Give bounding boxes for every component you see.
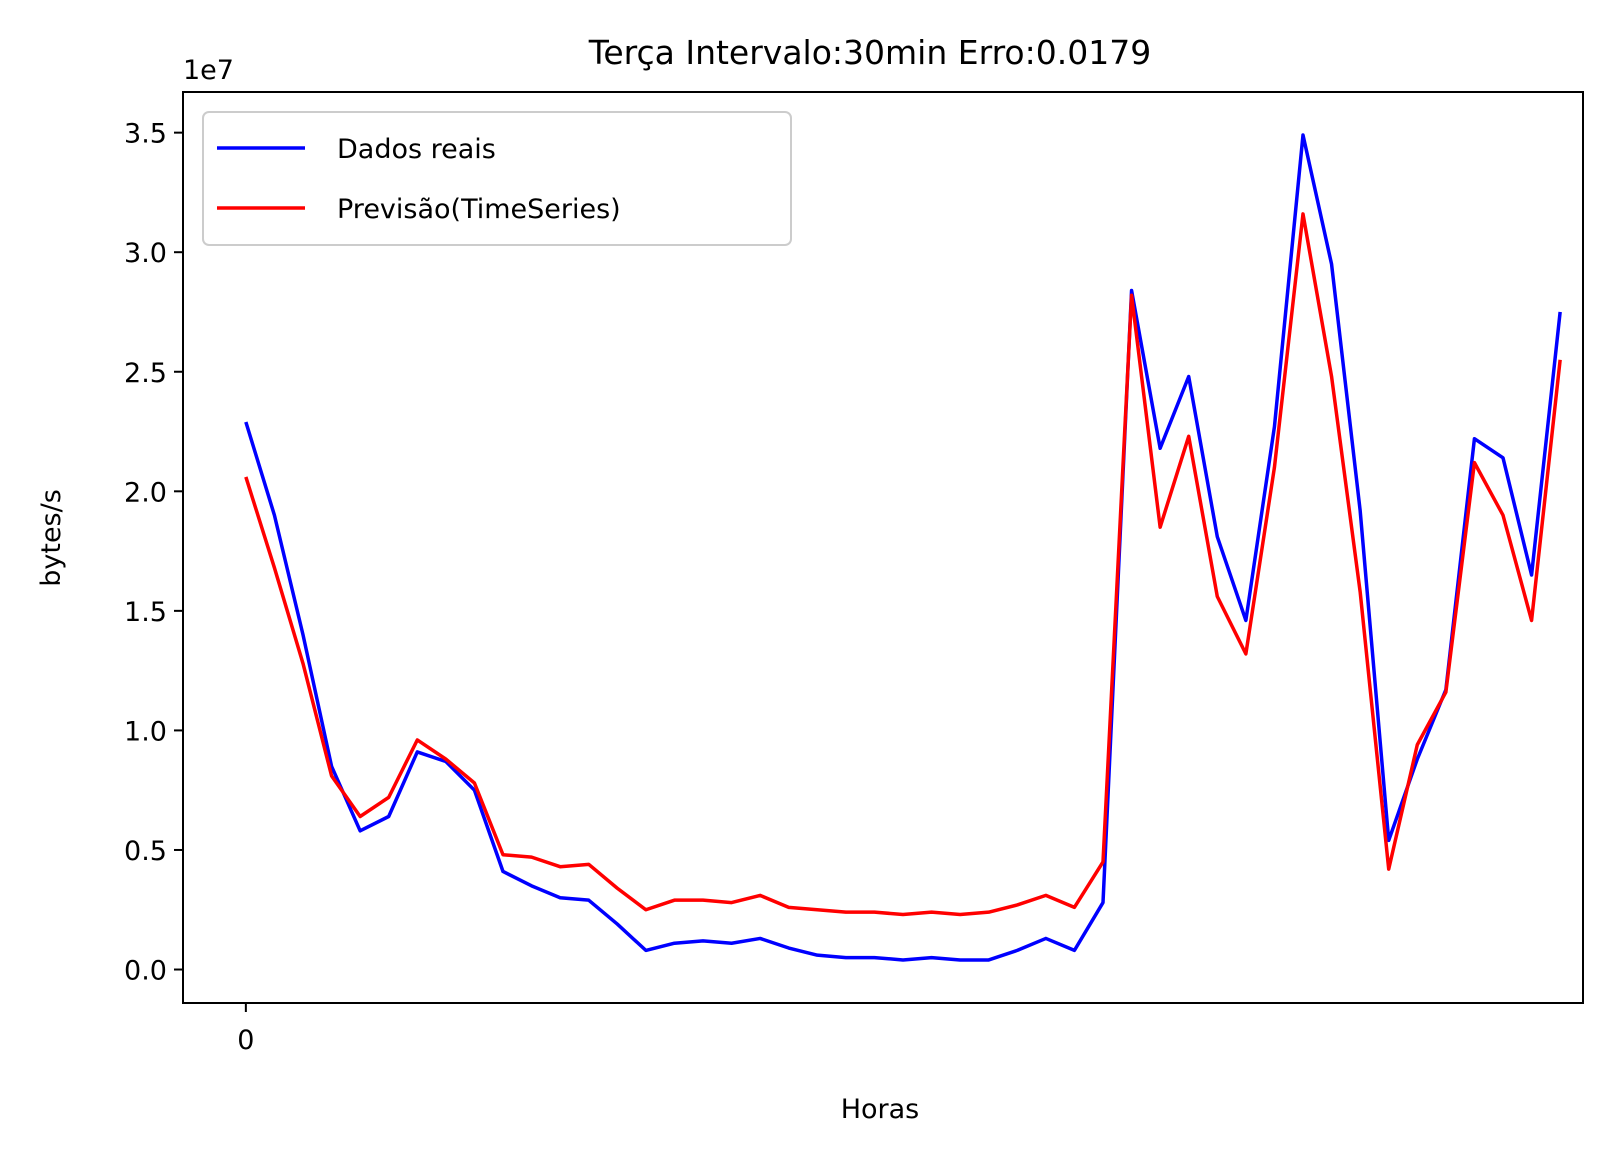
y-tick-label: 3.5 (124, 119, 167, 150)
legend-frame (202, 111, 792, 246)
y-tick-label: 3.0 (124, 238, 167, 269)
plot-area: 0.0 0.5 1.0 1.5 2.0 2.5 3.0 3.5 0 (124, 91, 1584, 1056)
y-tick-label: 0.0 (124, 956, 167, 987)
series-lines (244, 133, 1562, 962)
y-axis-ticks: 0.0 0.5 1.0 1.5 2.0 2.5 3.0 3.5 (124, 119, 183, 987)
plot-frame (182, 91, 1584, 1004)
y-tick-label: 1.5 (124, 597, 167, 628)
y-tick-label: 1.0 (124, 716, 167, 747)
series-line-1 (244, 212, 1562, 917)
legend-label-previsao: Previsão(TimeSeries) (337, 194, 621, 225)
y-tick-label: 0.5 (124, 836, 167, 867)
chart-title: Terça Intervalo:30min Erro:0.0179 (588, 33, 1151, 72)
x-axis-ticks: 0 (237, 1003, 254, 1056)
legend-label-dados-reais: Dados reais (337, 134, 496, 165)
series-line-0 (244, 133, 1562, 962)
x-axis-label: Horas (841, 1094, 920, 1125)
x-tick-label: 0 (237, 1025, 254, 1056)
y-axis-label: bytes/s (36, 489, 67, 587)
y-tick-label: 2.5 (124, 358, 167, 389)
y-tick-label: 2.0 (124, 477, 167, 508)
y-axis-offset-label: 1e7 (183, 55, 234, 86)
legend: Dados reais Previsão(TimeSeries) (202, 111, 792, 246)
